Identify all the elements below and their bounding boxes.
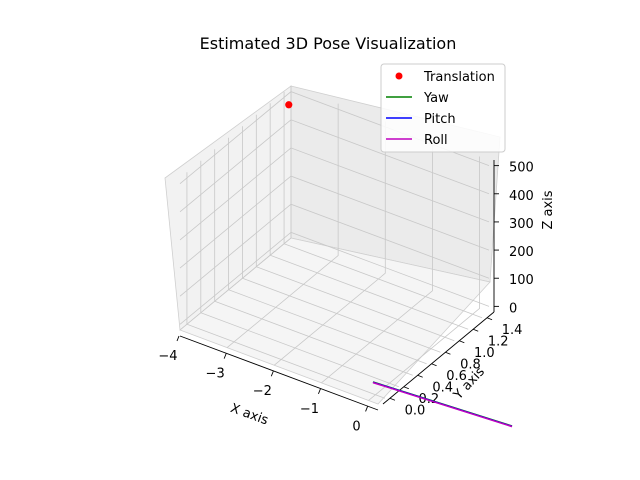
x-tick-mark	[318, 388, 321, 395]
y-tick-mark	[389, 397, 396, 401]
z-gridline	[179, 147, 490, 241]
y-axis-line	[382, 311, 495, 405]
x-gridline	[226, 103, 339, 348]
y-tick-label: 1.0	[474, 346, 495, 361]
z-tick-label: 500	[509, 161, 534, 176]
z-gridline	[179, 231, 490, 325]
y-tick-mark	[459, 340, 465, 344]
x-tick-label: −3	[206, 367, 225, 382]
z-tick-label: 100	[509, 273, 534, 288]
z-gridline	[179, 203, 490, 297]
y-gridline	[200, 160, 399, 388]
y-tick-label: 1.2	[488, 334, 509, 349]
legend: Translation Yaw Pitch Roll	[380, 63, 506, 153]
y-tick-mark	[431, 363, 437, 367]
y-gridline	[228, 137, 427, 365]
y-tick-mark	[473, 328, 479, 332]
chart-title: Estimated 3D Pose Visualization	[200, 34, 457, 53]
y-gridline	[242, 126, 441, 353]
x-gridline	[321, 138, 433, 384]
x-axis-line	[179, 335, 379, 411]
x-tick-mark	[270, 371, 274, 377]
z-axis-label: Z axis	[541, 190, 556, 229]
y-tick-label: 0.4	[432, 380, 453, 395]
series-line-roll	[372, 381, 513, 428]
x-tick-label: 0	[352, 419, 360, 434]
z-gridline	[179, 175, 490, 269]
y-tick-label: 0.6	[446, 369, 467, 384]
y-tick-mark	[403, 386, 409, 390]
x-tick-mark	[176, 335, 180, 342]
x-gridline	[179, 86, 292, 331]
legend-box	[380, 63, 506, 153]
z-gridline	[179, 119, 490, 213]
x-gridline	[274, 121, 386, 366]
y-gridline	[269, 103, 469, 330]
x-tick-label: −2	[253, 384, 272, 399]
z-tick-label: 400	[509, 189, 534, 204]
x-axis-label: X axis	[228, 401, 270, 429]
z-tick-label: 200	[509, 245, 534, 260]
y-tick-label: 0.0	[405, 403, 426, 418]
y-tick-mark	[486, 317, 493, 321]
x-tick-mark	[223, 353, 227, 359]
x-gridline	[368, 156, 480, 401]
y-gridline	[214, 149, 413, 376]
legend-marker-translation	[395, 72, 403, 80]
legend-label-yaw: Yaw	[423, 91, 449, 106]
translation-point	[285, 101, 293, 109]
x-tick-label: −1	[300, 402, 319, 417]
y-gridline	[186, 172, 386, 399]
legend-label-roll: Roll	[424, 133, 448, 148]
y-tick-mark	[445, 351, 451, 355]
y-gridline	[283, 91, 483, 319]
y-tick-mark	[417, 374, 423, 378]
y-tick-label: 0.8	[460, 357, 481, 372]
z-tick-label: 300	[509, 217, 534, 232]
gridlines	[179, 86, 490, 401]
y-gridline	[255, 114, 455, 342]
legend-label-translation: Translation	[423, 70, 495, 85]
x-tick-label: −4	[158, 349, 177, 364]
legend-label-pitch: Pitch	[424, 112, 456, 127]
x-tick-mark	[365, 406, 368, 412]
z-tick-label: 0	[509, 301, 517, 316]
data-series	[285, 101, 513, 428]
axis-lines	[179, 160, 495, 411]
y-tick-label: 1.4	[502, 323, 523, 338]
